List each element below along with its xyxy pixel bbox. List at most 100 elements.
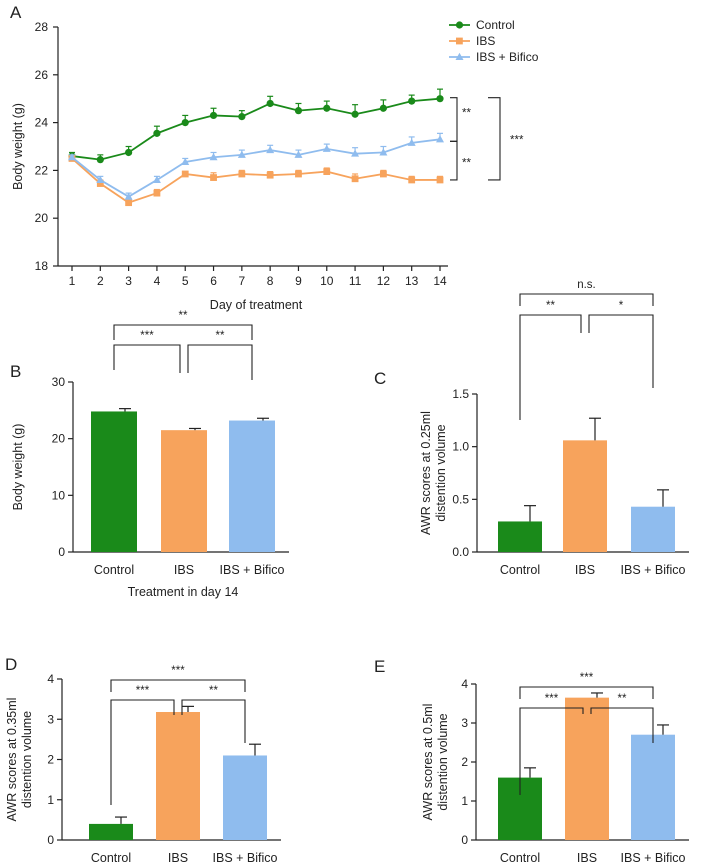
y-tick-label-d: 3	[47, 712, 54, 726]
panel-label-d: D	[5, 655, 17, 674]
data-point-2	[181, 157, 190, 166]
y-axis-label-b: Body weight (g)	[11, 424, 25, 511]
series-line-1	[71, 157, 440, 204]
y-tick-label-c: 1.0	[452, 440, 469, 454]
significance-d-1: **	[209, 685, 218, 697]
significance-b-2: **	[179, 310, 188, 322]
significance-e-2: ***	[580, 672, 594, 684]
x-tick-label-d: IBS	[168, 851, 188, 862]
bracket-d-1	[181, 699, 246, 743]
significance-e-0: ***	[545, 693, 559, 705]
x-tick-label-a: 7	[239, 274, 246, 288]
bracket-e-2	[519, 686, 654, 699]
data-point-0	[408, 97, 416, 105]
data-point-1	[210, 174, 217, 181]
y-tick-label-b: 30	[52, 375, 66, 389]
significance-d-0: ***	[136, 685, 150, 697]
panel-label-a: A	[10, 3, 22, 22]
bar-d-0	[89, 823, 133, 840]
y-axis-label-d-0: AWR scores at 0.35ml	[5, 698, 19, 822]
x-tick-label-a: 8	[267, 274, 274, 288]
data-point-0	[351, 110, 359, 118]
data-point-2	[407, 138, 416, 146]
data-point-2	[96, 175, 105, 183]
y-tick-label-d: 1	[47, 793, 54, 807]
bracket-d-0	[110, 699, 175, 805]
y-tick-label-a: 24	[35, 116, 49, 130]
bracket-b-2	[113, 324, 253, 340]
x-tick-label-b: IBS + Bifico	[220, 563, 285, 577]
data-point-0	[96, 156, 104, 164]
significance-c-2: n.s.	[577, 279, 596, 291]
x-tick-label-c: Control	[500, 563, 540, 577]
bracket-b-1	[187, 344, 253, 380]
y-tick-label-b: 0	[58, 545, 65, 559]
x-tick-label-a: 9	[295, 274, 302, 288]
bar-c-0	[498, 521, 542, 552]
bracket-a-3	[488, 97, 501, 181]
bracket-e-0	[519, 707, 584, 795]
data-point-0	[209, 111, 218, 120]
x-tick-label-a: 5	[182, 274, 189, 288]
y-axis-label-c-0: AWR scores at 0.25ml	[419, 411, 433, 535]
bracket-d-2	[110, 679, 246, 692]
series-line-2	[71, 138, 441, 198]
data-point-0	[379, 104, 387, 112]
legend-label-0: Control	[476, 18, 515, 32]
significance-d-2: ***	[171, 665, 185, 677]
x-tick-label-a: 10	[320, 274, 334, 288]
y-tick-label-e: 4	[461, 677, 468, 691]
x-tick-label-c: IBS	[575, 563, 595, 577]
data-point-2	[124, 192, 133, 200]
bracket-a-1	[450, 97, 458, 142]
data-point-2	[68, 153, 76, 161]
data-point-0	[436, 95, 444, 103]
bracket-c-2	[519, 293, 654, 306]
y-tick-label-a: 18	[35, 259, 49, 273]
y-tick-label-c: 0.0	[452, 545, 469, 559]
data-point-2	[237, 150, 246, 158]
x-tick-label-a: 3	[125, 274, 132, 288]
y-axis-label-a: Body weight (g)	[11, 103, 25, 190]
bracket-c-1	[588, 314, 654, 388]
bar-c-2	[631, 506, 675, 552]
bar-d-1	[156, 712, 200, 840]
bar-c-1	[563, 440, 607, 552]
legend-marker-0	[455, 21, 464, 29]
y-tick-label-c: 0.5	[452, 492, 469, 506]
significance-b-0: ***	[140, 330, 154, 342]
legend-marker-1	[456, 37, 463, 45]
y-tick-label-e: 3	[461, 716, 468, 730]
legend-marker-2	[455, 52, 464, 60]
y-tick-label-a: 22	[35, 163, 49, 177]
y-axis-label-e-1: distention volume	[436, 713, 450, 810]
y-axis-label-d-1: distention volume	[20, 711, 34, 808]
x-tick-label-a: 4	[154, 274, 161, 288]
data-point-2	[436, 135, 444, 143]
legend-label-2: IBS + Bifico	[476, 50, 539, 64]
x-tick-label-c: IBS + Bifico	[621, 563, 686, 577]
significance-a-1: **	[462, 108, 471, 120]
bar-b-0	[91, 411, 137, 552]
bar-b-1	[161, 430, 207, 552]
significance-a-3: ***	[510, 134, 524, 146]
data-point-1	[153, 189, 161, 197]
y-tick-label-e: 2	[461, 755, 468, 769]
y-axis-label-c-1: distention volume	[434, 424, 448, 521]
x-tick-label-a: 12	[377, 274, 391, 288]
significance-b-1: **	[216, 330, 225, 342]
y-tick-label-d: 4	[47, 672, 54, 686]
bracket-b-0	[113, 344, 181, 373]
bar-b-2	[229, 420, 275, 552]
x-tick-label-e: Control	[500, 851, 540, 862]
y-tick-label-c: 1.5	[452, 387, 469, 401]
series-line-0	[71, 97, 441, 161]
y-tick-label-a: 26	[35, 68, 49, 82]
data-point-1	[125, 199, 133, 207]
x-tick-label-a: 2	[97, 274, 104, 288]
data-point-0	[153, 129, 161, 137]
data-point-2	[322, 144, 331, 152]
bracket-e-1	[590, 707, 654, 743]
y-tick-label-d: 0	[47, 833, 54, 847]
data-point-2	[209, 153, 218, 161]
